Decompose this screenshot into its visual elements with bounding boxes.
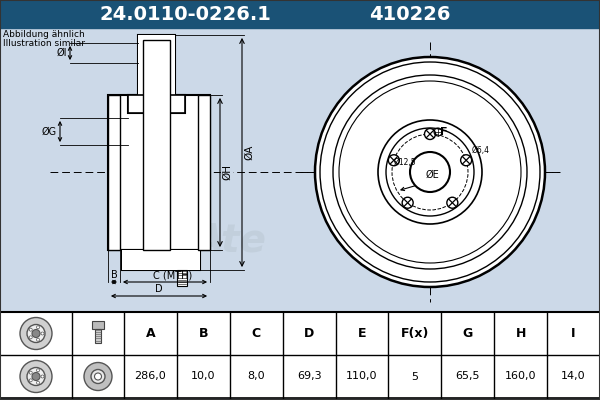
- Bar: [95, 328, 101, 342]
- Text: 24.0110-0226.1: 24.0110-0226.1: [99, 4, 271, 24]
- Circle shape: [425, 128, 436, 140]
- Bar: [108, 95, 210, 250]
- Text: A: A: [146, 327, 155, 340]
- Bar: [138, 35, 175, 95]
- Bar: [138, 35, 175, 95]
- Circle shape: [32, 330, 40, 338]
- Text: 65,5: 65,5: [455, 372, 480, 382]
- Circle shape: [378, 120, 482, 224]
- Bar: [0, 0, 600, 28]
- Circle shape: [37, 369, 40, 372]
- Text: 286,0: 286,0: [134, 372, 166, 382]
- Bar: [177, 270, 187, 286]
- Bar: [128, 95, 185, 113]
- Text: Illustration similar: Illustration similar: [3, 39, 85, 48]
- Text: 14,0: 14,0: [561, 372, 586, 382]
- Text: ØA: ØA: [244, 145, 254, 160]
- Circle shape: [410, 152, 450, 192]
- Bar: [122, 250, 200, 270]
- Text: Ate: Ate: [371, 238, 428, 266]
- Circle shape: [29, 336, 32, 339]
- Circle shape: [37, 381, 40, 384]
- Text: H: H: [515, 327, 526, 340]
- Text: 10,0: 10,0: [191, 372, 215, 382]
- Bar: [128, 95, 185, 113]
- Text: D: D: [304, 327, 314, 340]
- Bar: [122, 250, 200, 270]
- Text: ØG: ØG: [42, 126, 57, 136]
- Circle shape: [402, 197, 413, 208]
- Text: Abbildung ähnlich: Abbildung ähnlich: [3, 30, 85, 39]
- Text: B: B: [199, 327, 208, 340]
- Text: 69,3: 69,3: [297, 372, 322, 382]
- Circle shape: [41, 375, 44, 378]
- Circle shape: [461, 155, 472, 166]
- Circle shape: [95, 373, 101, 380]
- Text: 5: 5: [412, 372, 418, 382]
- Circle shape: [447, 197, 458, 208]
- Text: F(x): F(x): [401, 327, 429, 340]
- Text: F: F: [440, 127, 448, 137]
- Text: I: I: [571, 327, 576, 340]
- Circle shape: [27, 324, 45, 342]
- Circle shape: [388, 155, 400, 166]
- Text: C: C: [251, 327, 261, 340]
- Circle shape: [315, 57, 545, 287]
- Bar: [198, 95, 210, 250]
- Text: Ø12,5: Ø12,5: [394, 158, 416, 166]
- Text: B: B: [110, 270, 118, 280]
- Bar: [92, 320, 104, 328]
- Bar: [128, 95, 185, 113]
- Circle shape: [37, 326, 40, 329]
- Circle shape: [29, 379, 32, 382]
- Text: 8,0: 8,0: [247, 372, 265, 382]
- Text: ØE: ØE: [425, 170, 439, 180]
- Text: 410226: 410226: [369, 4, 451, 24]
- Text: C (MTH): C (MTH): [154, 270, 193, 280]
- Text: ØI: ØI: [56, 48, 67, 58]
- Circle shape: [32, 372, 40, 380]
- Circle shape: [91, 370, 105, 384]
- Bar: [0, 312, 600, 398]
- Circle shape: [37, 338, 40, 341]
- Circle shape: [20, 360, 52, 392]
- Text: D: D: [155, 284, 163, 294]
- Circle shape: [27, 368, 45, 386]
- Bar: [108, 95, 120, 250]
- Text: E: E: [358, 327, 366, 340]
- Circle shape: [84, 362, 112, 390]
- Circle shape: [29, 328, 32, 331]
- Text: Ate: Ate: [193, 221, 266, 259]
- Circle shape: [41, 332, 44, 335]
- Text: G: G: [463, 327, 473, 340]
- Bar: [138, 35, 175, 95]
- Text: 110,0: 110,0: [346, 372, 378, 382]
- Text: ØH: ØH: [222, 164, 232, 180]
- Text: 160,0: 160,0: [505, 372, 536, 382]
- Bar: [108, 95, 120, 250]
- Circle shape: [29, 371, 32, 374]
- Bar: [198, 95, 210, 250]
- Text: Ø6,4: Ø6,4: [472, 146, 490, 155]
- Circle shape: [20, 318, 52, 350]
- Bar: [143, 40, 170, 250]
